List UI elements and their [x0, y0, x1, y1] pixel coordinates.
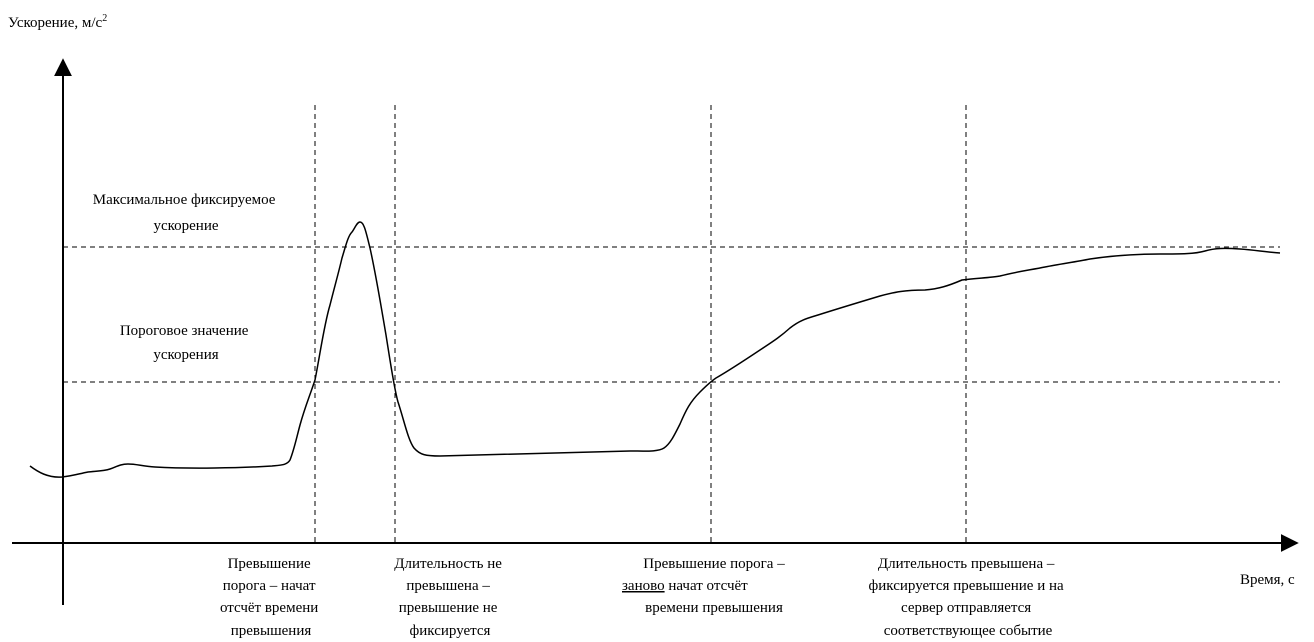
event-2-annotation: Длительность не превышена – превышение н…	[394, 556, 505, 639]
y-axis-label-superscript: 2	[102, 13, 107, 24]
underlined-word: заново	[622, 578, 665, 594]
event-4-annotation: Длительность превышена – фиксируется пре…	[869, 556, 1068, 639]
event-3-annotation: Превышение порога –	[643, 556, 785, 572]
max-acceleration-label: Максимальное фиксируемое ускорение	[93, 192, 279, 234]
event-3-annotation-line2: заново начат отсчёт	[622, 578, 748, 594]
event-3-annotation-line3: времени превышения	[645, 600, 783, 616]
threshold-label: Пороговое значение ускорения	[120, 323, 252, 363]
x-axis-label: Время, с	[1240, 572, 1295, 588]
event-1-annotation: Превышение порога – начат отсчёт времени…	[220, 556, 322, 639]
y-axis-label: Ускорение, м/с2	[8, 13, 107, 31]
